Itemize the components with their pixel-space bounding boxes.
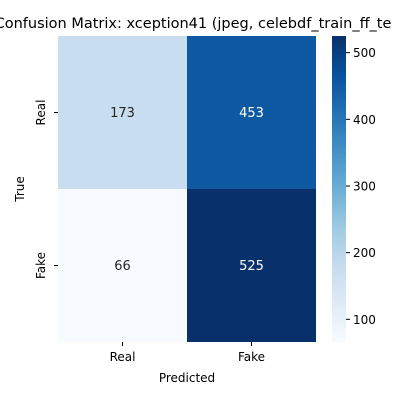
colorbar-tick-label: 300 (353, 180, 376, 194)
heatmap-cell (58, 189, 187, 342)
x-axis: Real Fake (110, 342, 265, 364)
cell-value-label: 173 (110, 106, 135, 121)
colorbar-tick-label: 500 (353, 46, 376, 60)
cell-value-label: 453 (239, 106, 264, 121)
y-axis-label: True (13, 176, 27, 203)
colorbar-tick-label: 100 (353, 313, 376, 327)
x-tick-label: Real (110, 350, 136, 364)
x-axis-label: Predicted (159, 371, 215, 385)
heatmap-cell (58, 36, 187, 189)
x-tick-label: Fake (238, 350, 265, 364)
chart-title: Confusion Matrix: xception41 (jpeg, cele… (0, 16, 391, 32)
heatmap-cells: 173 453 66 525 (58, 36, 316, 342)
y-axis: Real Fake (34, 100, 58, 279)
colorbar-ticks: 100 200 300 400 500 (346, 46, 376, 327)
y-tick-label: Real (34, 100, 48, 126)
colorbar (332, 36, 346, 342)
colorbar-tick-label: 400 (353, 113, 376, 127)
cell-value-label: 66 (114, 259, 131, 274)
heatmap-cell (187, 189, 316, 342)
colorbar-tick-label: 200 (353, 246, 376, 260)
y-tick-label: Fake (34, 252, 48, 279)
cell-value-label: 525 (239, 259, 264, 274)
heatmap-cell (187, 36, 316, 189)
